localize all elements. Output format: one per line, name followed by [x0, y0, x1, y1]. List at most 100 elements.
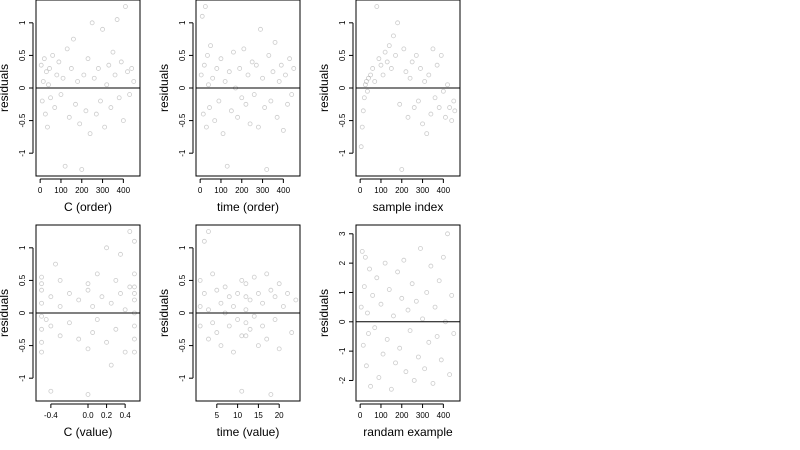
data-point — [110, 49, 116, 55]
data-point — [372, 79, 378, 84]
scatter-panel-2: 0 100 200 300 400 -1 -0.5 0 0.5 1 time (order) resi… — [157, 0, 301, 214]
data-point — [218, 343, 224, 348]
data-point — [210, 271, 216, 277]
y-tick-label: -1 — [338, 149, 347, 157]
data-point — [440, 88, 446, 94]
data-point — [66, 114, 72, 120]
data-point — [46, 82, 51, 88]
data-point — [243, 281, 249, 287]
data-point — [253, 62, 259, 68]
data-point — [39, 300, 44, 306]
data-point — [272, 317, 278, 322]
data-point — [289, 92, 295, 97]
data-point — [449, 118, 455, 123]
data-point — [359, 248, 365, 254]
x-tick-label: 300 — [416, 186, 430, 195]
data-point — [415, 354, 421, 360]
data-point — [407, 75, 413, 81]
data-point — [206, 229, 211, 234]
data-point — [239, 278, 245, 283]
data-point — [382, 49, 388, 55]
data-point — [239, 388, 245, 394]
data-point — [424, 131, 430, 137]
x-tick-label: 200 — [395, 411, 409, 420]
data-point — [214, 330, 220, 335]
data-point — [399, 295, 405, 301]
data-point — [235, 114, 241, 120]
data-point — [428, 263, 434, 269]
y-tick-label: 1 — [178, 245, 187, 250]
data-point — [104, 82, 110, 88]
data-point — [38, 62, 44, 68]
data-point — [405, 114, 411, 120]
data-point — [289, 330, 295, 335]
data-point — [87, 131, 93, 137]
data-point — [376, 56, 382, 62]
data-point — [243, 294, 249, 300]
data-point — [210, 75, 216, 81]
data-point — [370, 292, 376, 298]
x-tick-label: 0.0 — [82, 411, 94, 420]
x-tick-label: 0.4 — [120, 411, 132, 420]
data-point — [251, 274, 257, 280]
data-point — [401, 257, 407, 263]
data-point — [203, 124, 209, 130]
data-point — [384, 336, 390, 342]
data-point — [260, 75, 265, 81]
data-point — [127, 284, 133, 290]
x-tick-label: 300 — [416, 411, 430, 420]
x-tick-label: 400 — [277, 186, 291, 195]
data-point — [218, 56, 224, 62]
y-tick-label: 0 — [338, 85, 347, 90]
data-point — [362, 254, 368, 260]
data-point — [258, 26, 263, 32]
data-point — [222, 79, 228, 84]
data-point — [368, 72, 373, 78]
data-point — [360, 342, 366, 348]
data-point — [380, 351, 386, 357]
data-point — [260, 323, 265, 329]
data-point — [407, 328, 413, 334]
data-point — [405, 307, 411, 313]
data-point — [118, 59, 124, 65]
data-point — [132, 291, 137, 296]
data-point — [132, 336, 137, 342]
data-point — [48, 95, 53, 101]
data-point — [283, 72, 288, 78]
y-tick-label: 0.5 — [18, 274, 27, 286]
data-point — [291, 66, 297, 71]
data-point — [206, 82, 211, 88]
data-point — [264, 167, 270, 172]
data-point — [266, 53, 272, 58]
data-point — [241, 46, 247, 52]
data-point — [367, 266, 372, 272]
data-point — [48, 388, 54, 394]
data-point — [96, 66, 101, 71]
data-point — [108, 300, 114, 306]
data-point — [52, 105, 58, 110]
x-tick-label: 100 — [374, 186, 388, 195]
y-tick-label: 2 — [338, 260, 347, 265]
data-point — [93, 111, 99, 117]
data-point — [206, 307, 211, 313]
data-point — [132, 238, 137, 244]
data-point — [39, 98, 45, 104]
y-tick-label: 0 — [18, 310, 27, 315]
data-point — [125, 69, 130, 75]
data-point — [409, 59, 415, 65]
data-point — [368, 383, 373, 389]
data-point — [199, 13, 205, 19]
data-point — [127, 229, 133, 234]
y-tick-label: -0.5 — [178, 113, 187, 127]
data-point — [413, 53, 419, 58]
data-point — [395, 269, 401, 275]
data-point — [106, 62, 112, 68]
data-point — [287, 56, 293, 62]
data-point — [197, 278, 203, 283]
data-point — [255, 291, 261, 296]
x-axis-title: time (order) — [217, 200, 279, 214]
data-point — [235, 317, 241, 322]
x-tick-label: 0 — [38, 186, 43, 195]
data-point — [249, 59, 255, 65]
data-point — [122, 307, 128, 313]
